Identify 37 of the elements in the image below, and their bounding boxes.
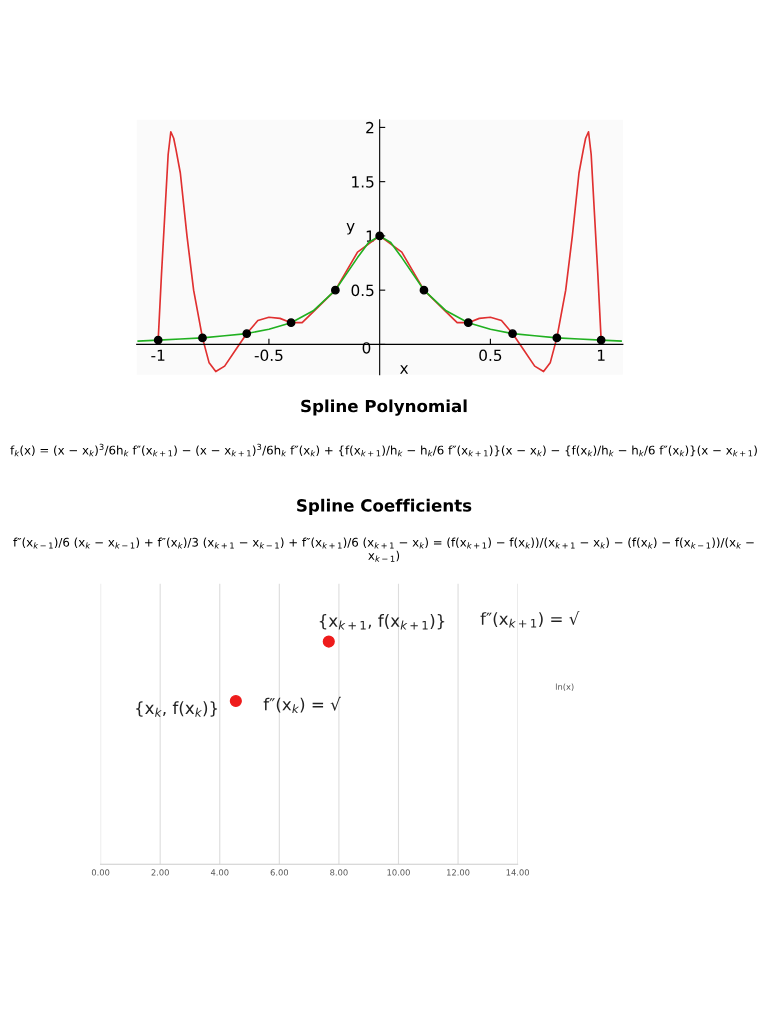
text: f$_{k}$(x) = (x − x$_{k}$)$^{3}$/6h$_{k}$ f″(x$_{k+1}$) − (x − x$_{k+1}$)$^{3}$/6h$_{k}$ f″(x$_{k}$) + {f(x$_{k+1}$)/h$_{k}$ − h$_{k}$/6 f″(x$_{k+1}$)}(x − x$_{k}$) − {f(x$_{k}$)/h$_{k}$ − h$_{k}$/6 f″(x$_{k}$)}(x − x$_{k+1}$) <box>10 443 757 457</box>
annotation: {x$_{k}$, f(x$_{k}$)} <box>136 701 218 717</box>
text: Spline Coefficients <box>297 498 472 515</box>
x-tick-label: 4.00 <box>210 869 229 876</box>
x-tick-label: 0.5 <box>479 349 502 362</box>
x-tick-label: 1 <box>597 349 605 361</box>
x-tick-label: 0.00 <box>91 869 110 876</box>
point <box>330 285 340 295</box>
x-tick-label: 14.00 <box>506 869 530 876</box>
y-tick-label: 2 <box>366 121 374 134</box>
x-tick-label: 10.00 <box>387 869 410 876</box>
point <box>508 329 517 338</box>
point <box>552 333 562 343</box>
point <box>198 333 207 343</box>
x-tick-label: 2.00 <box>151 869 169 876</box>
y-tick-label: 0.5 <box>351 284 374 297</box>
text: Spline Polynomial <box>301 399 467 416</box>
text: ln(x) <box>555 683 574 691</box>
point <box>463 318 473 328</box>
point <box>419 285 429 295</box>
point <box>375 231 385 241</box>
x-tick-label: -1 <box>151 349 165 361</box>
point <box>242 329 252 338</box>
text: f″(x$_{k−1}$)/6 (x$_{k}$ − x$_{k−1}$) + f″(x$_{k}$)/3 (x$_{k+1}$ − x$_{k−1}$) + f″(x$_{k+1}$)/6 (x$_{k+1}$ − x$_{k}$) = (f(x$_{k+1}$) − f(x$_{k}$))/(x$_{k+1}$ − x$_{k}$) − (f(x$_{k}$) − f(x$_{k−1}$))/(x$_{k}$ − x$_{k−1}$) <box>13 537 754 562</box>
y-axis-title: y <box>346 223 355 235</box>
text: f″(x$_{k+1}$) = √ <box>480 611 580 628</box>
x-tick-label: -0.5 <box>254 349 283 362</box>
x-tick-label: 12.00 <box>447 869 470 876</box>
y-tick-label: 1.5 <box>352 176 374 188</box>
annotation: f″(x$_{k}$) = √ <box>263 696 341 714</box>
point <box>286 318 296 328</box>
x-tick-label: 8.00 <box>330 869 348 876</box>
x-tick-label: 6.00 <box>270 869 289 876</box>
annotation: {x$_{k+1}$, f(x$_{k+1}$)} <box>319 614 445 630</box>
x-axis-title: x <box>400 365 409 374</box>
point <box>153 335 163 345</box>
point <box>596 335 606 345</box>
